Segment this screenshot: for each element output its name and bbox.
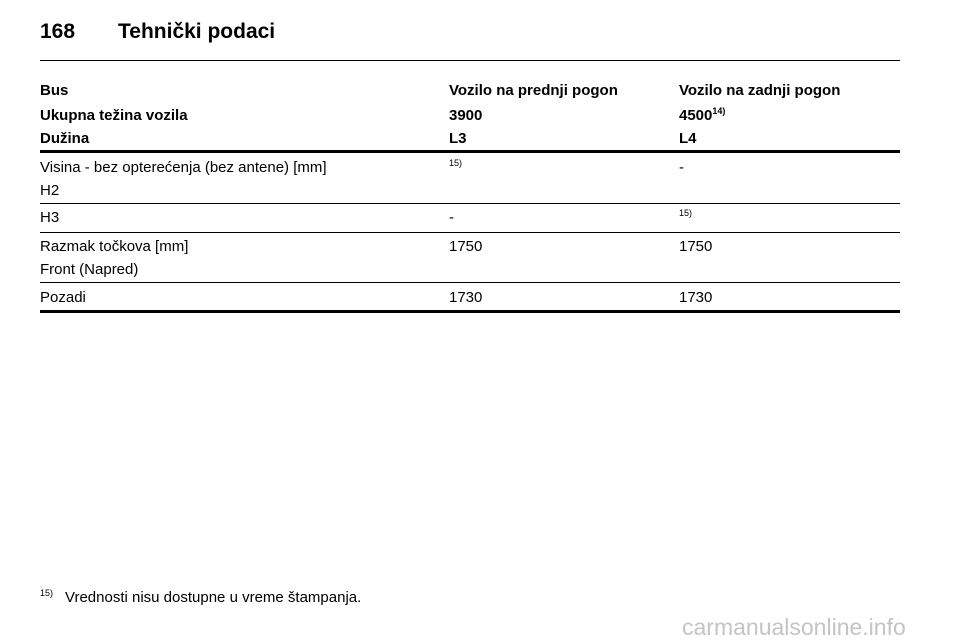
cell: 1730: [679, 289, 713, 306]
header-cell: L3: [449, 130, 467, 147]
footnote-ref: 14): [712, 106, 726, 116]
cell: -: [449, 209, 454, 226]
cell: 1750: [679, 238, 713, 255]
header-cell: Vozilo na zadnji pogon: [679, 82, 841, 99]
cell: 1750: [449, 238, 483, 255]
rule: [40, 310, 900, 313]
footnote-ref: 15): [449, 158, 463, 168]
rule: [40, 60, 900, 61]
cell: Pozadi: [40, 289, 86, 306]
cell: 15): [449, 158, 463, 178]
footnote: 15) Vrednosti nisu dostupne u vreme štamp…: [40, 588, 362, 608]
cell: Razmak točkova [mm]: [40, 238, 189, 255]
cell: H2: [40, 182, 60, 199]
rule: [40, 150, 900, 153]
cell: 15): [679, 208, 693, 228]
cell: 1730: [449, 289, 483, 306]
page-number: 168: [40, 20, 76, 43]
header-cell: 450014): [679, 106, 726, 126]
cell: Visina - bez opterećenja (bez antene) [m…: [40, 159, 327, 176]
page-title: Tehnički podaci: [118, 20, 276, 43]
header-cell: Ukupna težina vozila: [40, 107, 188, 124]
footnote-mark: 15): [40, 588, 54, 598]
watermark: carmanualsonline.info: [682, 614, 906, 640]
header-cell: Dužina: [40, 130, 90, 147]
cell: -: [679, 159, 684, 176]
header-cell: Bus: [40, 82, 69, 99]
rule: [40, 282, 900, 283]
header-cell: 3900: [449, 107, 483, 124]
cell: H3: [40, 209, 60, 226]
cell: Front (Napred): [40, 261, 139, 278]
rule: [40, 232, 900, 233]
header-cell: Vozilo na prednji pogon: [449, 82, 618, 99]
cell-text: 4500: [679, 107, 713, 124]
footnote-ref: 15): [679, 208, 693, 218]
rule: [40, 203, 900, 204]
header-cell: L4: [679, 130, 697, 147]
footnote-text: Vrednosti nisu dostupne u vreme štampanj…: [65, 589, 362, 606]
